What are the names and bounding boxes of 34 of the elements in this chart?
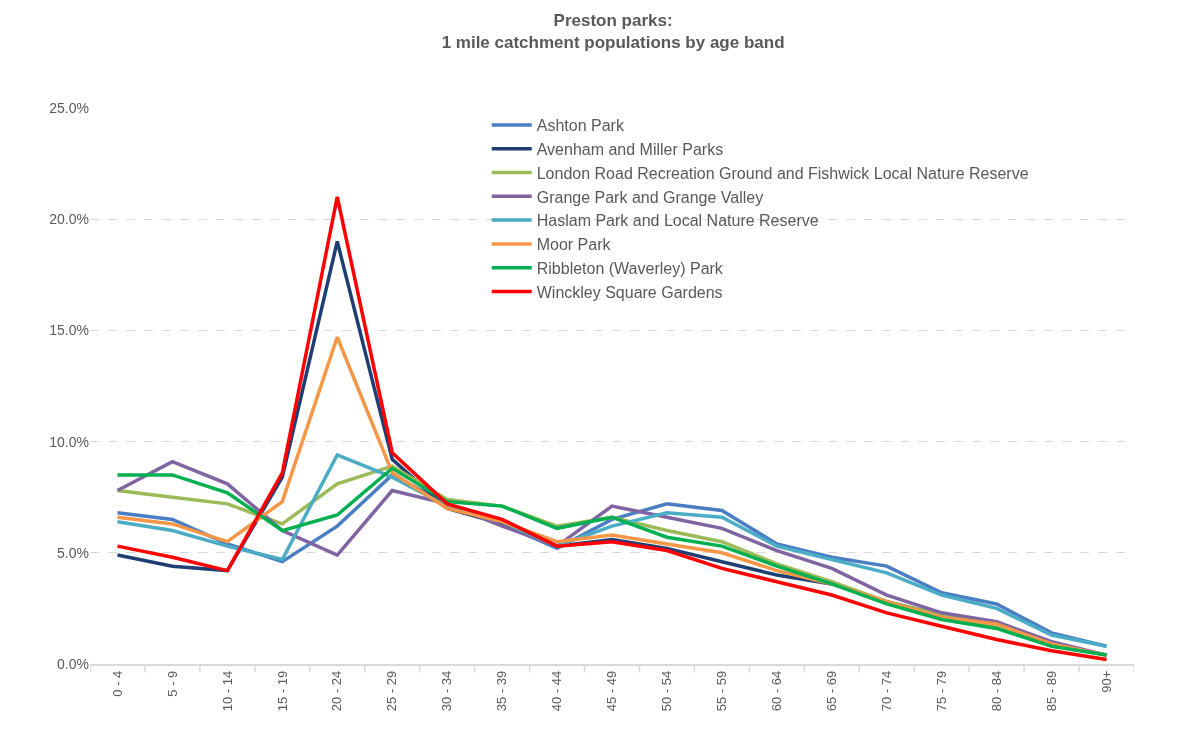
legend-label: Haslam Park and Local Nature Reserve	[536, 212, 819, 230]
x-tick-label: 15 - 19	[274, 670, 290, 712]
x-tick-label: 50 - 54	[659, 670, 675, 712]
x-tick-label: 85 - 89	[1043, 670, 1059, 712]
legend-label: Avenham and Miller Parks	[536, 140, 724, 158]
x-tick-label: 75 - 79	[933, 670, 949, 712]
x-tick-label: 20 - 24	[329, 670, 345, 712]
x-tick-label: 0 - 4	[109, 670, 125, 697]
x-tick-label: 80 - 84	[988, 670, 1004, 712]
x-tick-label: 90+	[1098, 670, 1114, 693]
y-tick-label: 10.0%	[49, 433, 89, 450]
chart-title: Preston parks: 1 mile catchment populations by age band	[441, 11, 785, 53]
x-tick-label: 45 - 49	[604, 670, 620, 712]
legend-label: Ribbleton (Waverley) Park	[536, 259, 724, 277]
y-tick-label: 5.0%	[57, 544, 89, 561]
legend-label: Grange Park and Grange Valley	[536, 188, 764, 206]
y-tick-label: 15.0%	[49, 322, 89, 339]
x-tick-label: 65 - 69	[824, 670, 840, 712]
legend-label: London Road Recreation Ground and Fishwick Local Nature Reserve	[536, 164, 1029, 182]
y-tick-label: 20.0%	[49, 211, 89, 228]
y-tick-label: 25.0%	[49, 99, 89, 116]
x-tick-label: 70 - 74	[878, 670, 894, 712]
legend-label: Moor Park	[536, 236, 612, 254]
x-tick-label: 60 - 64	[769, 670, 785, 712]
legend-label: Ashton Park	[536, 117, 625, 135]
x-tick-label: 5 - 9	[164, 670, 180, 697]
x-tick-label: 10 - 14	[219, 670, 235, 712]
x-tick-label: 35 - 39	[494, 670, 510, 712]
x-tick-label: 25 - 29	[384, 670, 400, 712]
legend-label: Winckley Square Gardens	[536, 283, 723, 301]
y-tick-label: 0.0%	[57, 655, 89, 672]
x-tick-label: 40 - 44	[549, 670, 565, 712]
x-tick-label: 30 - 34	[439, 670, 455, 712]
x-tick-label: 55 - 59	[714, 670, 730, 712]
